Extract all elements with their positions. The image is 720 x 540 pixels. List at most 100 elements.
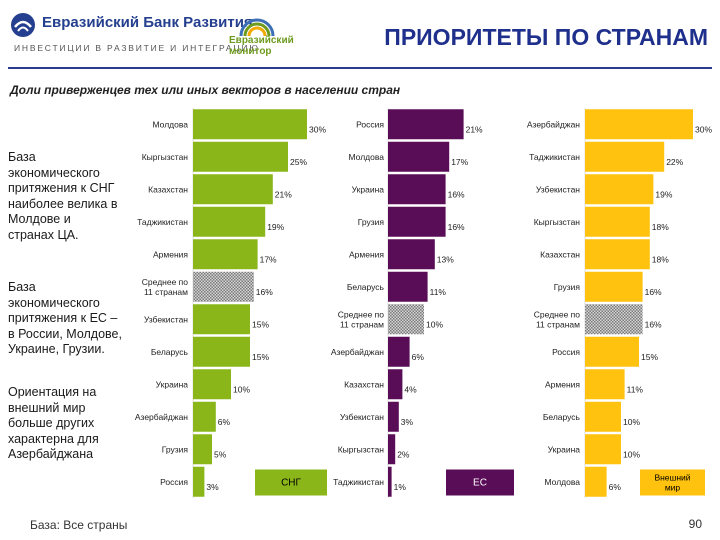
category-label: Среднее по [338,309,384,319]
category-label: Беларусь [151,347,189,357]
value-label: 3% [206,482,219,492]
value-label: 22% [666,157,683,167]
category-label: Грузия [554,282,581,292]
value-label: 2% [397,449,410,459]
value-label: 3% [401,417,414,427]
category-label: Азербайджан [527,119,580,129]
note-eu: База экономического притяжения к ЕС – в … [8,280,122,356]
value-label: 17% [451,157,468,167]
monitor-line2: монитор [229,46,272,57]
bar [388,141,450,172]
bank-name: Евразийский Банк Развития [42,14,253,31]
category-label: Грузия [162,444,189,454]
page-number: 90 [688,517,702,531]
bar [388,304,424,335]
value-label: 4% [404,384,417,394]
bar [585,434,621,465]
bar [585,369,625,400]
value-label: 10% [426,319,443,329]
bar [585,141,665,172]
base-note: База: Все страны [30,518,128,532]
category-label: Молдова [152,119,188,129]
value-label: 15% [252,352,269,362]
category-label: Россия [552,347,580,357]
category-label: Казахстан [148,184,188,194]
category-label: Таджикистан [333,477,384,487]
bar [585,109,693,140]
category-label: Украина [352,184,385,194]
category-label: Казахстан [540,249,580,259]
bank-emblem-icon [11,13,35,37]
value-label: 10% [233,384,250,394]
value-label: 15% [641,352,658,362]
bar [388,401,399,432]
bar [193,271,254,302]
bar [193,206,266,237]
category-label: Армения [153,249,188,259]
chart-subtitle: Доли приверженцев тех или иных векторов … [10,83,401,97]
value-label: 11% [627,384,644,394]
value-label: 6% [609,482,622,492]
value-label: 11% [430,287,447,297]
note-world: Ориентация на внешний мир больше других … [8,385,99,461]
category-label: Кыргызстан [142,152,189,162]
category-label: Таджикистан [529,152,580,162]
category-label: Армения [545,379,580,389]
bar [585,401,621,432]
value-label: 17% [260,254,277,264]
series-label-box [255,469,327,496]
bar [388,239,435,270]
value-label: 19% [267,222,284,232]
bar [193,401,216,432]
value-label: 10% [623,417,640,427]
value-label: 10% [623,449,640,459]
category-label: Грузия [358,217,385,227]
value-label: 18% [652,254,669,264]
bar [388,336,410,367]
value-label: 30% [695,124,712,134]
value-label: 16% [256,287,273,297]
series-label: мир [665,483,681,493]
series-label: СНГ [281,478,301,489]
header-divider [8,67,712,69]
value-label: 1% [394,482,407,492]
bar [193,336,250,367]
category-label: Молдова [348,152,384,162]
category-label: Узбекистан [536,184,580,194]
value-label: 19% [655,189,672,199]
value-label: 16% [645,319,662,329]
value-label: 13% [437,254,454,264]
category-label: Азербайджан [135,412,188,422]
bar [388,434,396,465]
bar [193,109,307,140]
category-label: 11 странам [536,319,580,329]
note-cis: База экономического притяжения к СНГ наи… [8,150,118,242]
value-label: 18% [652,222,669,232]
bar [585,174,654,205]
bar [585,206,650,237]
bar [193,434,212,465]
ebrd-logo: Евразийский Банк Развития ИНВЕСТИЦИИ В Р… [10,12,258,57]
bar [585,271,643,302]
category-label: Узбекистан [144,314,188,324]
category-label: Кыргызстан [534,217,581,227]
bar [388,466,392,497]
category-label: Украина [156,379,189,389]
value-label: 21% [275,189,292,199]
category-label: Россия [356,119,384,129]
category-label: Армения [349,249,384,259]
bar [585,466,607,497]
value-label: 21% [466,124,483,134]
category-label: Узбекистан [340,412,384,422]
category-label: Молдова [544,477,580,487]
bar [193,141,288,172]
category-label: Азербайджан [331,347,384,357]
bar [585,336,639,367]
rainbow-icon [239,18,275,37]
series-label-box [640,469,705,496]
bank-tagline: ИНВЕСТИЦИИ В РАЗВИТИЕ И ИНТЕГРАЦИЮ [14,43,260,53]
value-label: 6% [218,417,231,427]
category-label: 11 странам [340,319,384,329]
monitor-logo: Евразийский монитор [229,14,309,58]
